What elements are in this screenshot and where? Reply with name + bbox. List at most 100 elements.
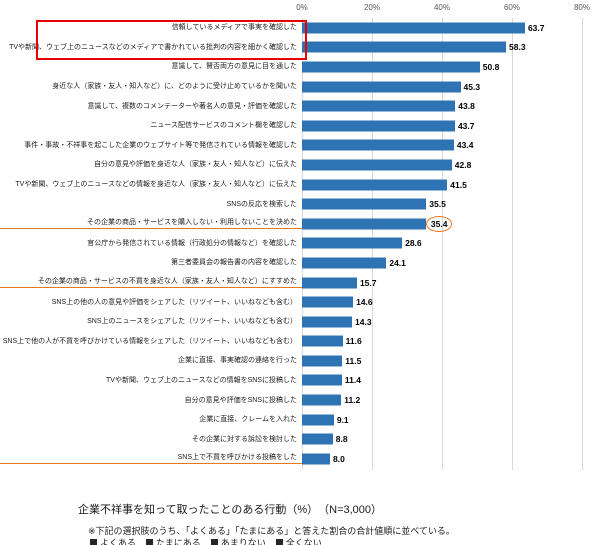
bar bbox=[302, 41, 507, 53]
bar-row: TVや新聞、ウェブ上のニュースなどの情報を身近な人（家族・友人・知人など）に伝え… bbox=[0, 175, 600, 195]
legend-item: たまにある bbox=[146, 536, 201, 545]
bar-area: 11.6 bbox=[302, 332, 594, 352]
bar bbox=[302, 61, 480, 73]
x-axis-tick: 60% bbox=[503, 3, 520, 12]
bar-value-label: 8.0 bbox=[333, 453, 345, 464]
bar-row: SNSの反応を検索した 35.5 bbox=[0, 194, 600, 214]
bar-row: その企業の商品・サービスの不買を身近な人（家族・友人・知人など）にすすめた 15.… bbox=[0, 273, 600, 293]
bar-label: 事件・事故・不祥事を起こした企業のウェブサイト等で発信されている情報を確認した bbox=[24, 141, 297, 149]
bar-label: SNS上で不買を呼びかける投稿をした bbox=[0, 453, 302, 465]
bar-area: 58.3 bbox=[302, 38, 594, 58]
bar-label: 意識して、賛否両方の意見に目を通した bbox=[171, 63, 297, 71]
bar-row: 自分の意見や評価をSNSに投稿した 11.2 bbox=[0, 390, 600, 410]
bar-area: 43.4 bbox=[302, 136, 594, 156]
bar-row: ニュース配信サービスのコメント欄を確認した 43.7 bbox=[0, 116, 600, 136]
bar-label: SNS上で他の人が不買を呼びかけている情報をシェアした（リツイート、いいねなども… bbox=[2, 337, 297, 345]
bar-label: 企業に直接、事実確認の連絡を行った bbox=[178, 357, 297, 365]
bar bbox=[302, 22, 525, 34]
bar bbox=[302, 316, 353, 328]
bar-area: 35.5 bbox=[302, 194, 594, 214]
bar-value-label: 42.8 bbox=[454, 159, 472, 170]
bar bbox=[302, 374, 342, 386]
bar bbox=[302, 100, 456, 112]
bar-area: 9.1 bbox=[302, 410, 594, 430]
bar-area: 28.6 bbox=[302, 234, 594, 254]
bar bbox=[302, 355, 343, 367]
bar-value-label: 58.3 bbox=[509, 42, 526, 53]
legend-label: 全くない bbox=[285, 538, 322, 545]
bar bbox=[302, 120, 455, 132]
x-axis-tick: 20% bbox=[363, 3, 380, 12]
legend-item: 全くない bbox=[275, 536, 322, 545]
bar-label: その企業の商品・サービスを購入しない・利用しないことを決めた bbox=[0, 218, 302, 230]
gridline bbox=[512, 18, 513, 470]
bar-value-label: 11.6 bbox=[345, 336, 362, 347]
bar-area: 14.3 bbox=[302, 312, 594, 332]
bar-value-label: 11.2 bbox=[344, 395, 361, 406]
legend-label: あまりない bbox=[220, 538, 266, 545]
bar-area: 63.7 bbox=[302, 18, 594, 38]
bar bbox=[302, 218, 426, 230]
bar-area: 43.8 bbox=[302, 96, 594, 116]
bar-area: 14.6 bbox=[302, 292, 594, 312]
bar bbox=[302, 277, 357, 289]
bar-row: SNS上で他の人が不買を呼びかけている情報をシェアした（リツイート、いいねなども… bbox=[0, 332, 600, 352]
legend-swatch bbox=[90, 539, 97, 545]
bar-label: その企業の商品・サービスの不買を身近な人（家族・友人・知人など）にすすめた bbox=[0, 277, 302, 289]
bar-row: 官公庁から発信されている情報（行政処分の情報など）を確認した 28.6 bbox=[0, 234, 600, 254]
bar-row: 意識して、賛否両方の意見に目を通した 50.8 bbox=[0, 57, 600, 77]
gridline bbox=[442, 18, 443, 470]
x-axis-tick: 40% bbox=[433, 3, 450, 12]
bar-area: 42.8 bbox=[302, 155, 594, 175]
bar-row: その企業の商品・サービスを購入しない・利用しないことを決めた 35.4 bbox=[0, 214, 600, 234]
chart-note: ※下記の選択肢のうち、「よくある」「たまにある」と答えた割合の合計値順に並べてい… bbox=[88, 526, 455, 536]
bar-value-label: 45.3 bbox=[463, 81, 481, 92]
bar-area: 50.8 bbox=[302, 57, 594, 77]
bar bbox=[302, 139, 454, 151]
bar-label: 企業に直接、クレームを入れた bbox=[199, 416, 297, 424]
red-box-annotation bbox=[36, 20, 307, 60]
bar-label: 自分の意見や評価を身近な人（家族・友人・知人など）に伝えた bbox=[94, 161, 297, 169]
bar-value-label: 24.1 bbox=[389, 257, 406, 268]
bar-label: 官公庁から発信されている情報（行政処分の情報など）を確認した bbox=[87, 239, 297, 247]
bar-value-label: 11.5 bbox=[345, 355, 362, 366]
legend-label: たまにある bbox=[156, 538, 201, 545]
bar-area: 11.2 bbox=[302, 390, 594, 410]
bar-value-label: 41.5 bbox=[450, 179, 467, 190]
bar bbox=[302, 296, 354, 308]
bar-area: 15.7 bbox=[302, 273, 594, 293]
bar-row: SNS上のニュースをシェアした（リツイート、いいねなども含む） 14.3 bbox=[0, 312, 600, 332]
bar-label: SNS上の他の人の意見や評価をシェアした（リツイート、いいねなども含む） bbox=[51, 298, 297, 306]
bar-row: SNS上の他の人の意見や評価をシェアした（リツイート、いいねなども含む） 14.6 bbox=[0, 292, 600, 312]
x-axis-tick: 80% bbox=[573, 3, 590, 12]
bar-value-label: 35.5 bbox=[429, 199, 446, 210]
bar-area: 35.4 bbox=[302, 214, 594, 234]
bar-value-label: 14.3 bbox=[355, 316, 372, 327]
bar-area: 8.0 bbox=[302, 449, 594, 469]
bar bbox=[302, 237, 403, 249]
bar bbox=[302, 335, 343, 347]
legend-swatch bbox=[210, 539, 218, 545]
bar-row: TVや新聞、ウェブ上のニュースなどの情報をSNSに投稿した 11.4 bbox=[0, 371, 600, 391]
bar-value-label: 50.8 bbox=[482, 61, 500, 72]
gridline bbox=[582, 18, 583, 470]
bar-area: 45.3 bbox=[302, 77, 594, 97]
bar bbox=[302, 159, 452, 171]
bar-label: SNS上のニュースをシェアした（リツイート、いいねなども含む） bbox=[87, 318, 297, 326]
bar-label: 身近な人（家族・友人・知人など）に、どのように受け止めているかを聞いた bbox=[52, 83, 297, 91]
legend-item: あまりない bbox=[210, 536, 266, 545]
bar-label: SNSの反応を検索した bbox=[226, 200, 297, 208]
legend-item: よくある bbox=[90, 536, 136, 545]
bar-rows: 信頼しているメディアで事実を確認した 63.7 TVや新聞、ウェブ上のニュースなどの… bbox=[0, 18, 600, 469]
bar-row: 意識して、複数のコメンテーターや著名人の意見・評価を確認した 43.8 bbox=[0, 96, 600, 116]
legend-label: よくある bbox=[100, 538, 137, 545]
bar-label: TVや新聞、ウェブ上のニュースなどの情報をSNSに投稿した bbox=[106, 376, 297, 384]
bar-row: 企業に直接、クレームを入れた 9.1 bbox=[0, 410, 600, 430]
bar bbox=[302, 81, 461, 93]
bar-value-label: 9.1 bbox=[336, 414, 349, 425]
chart-caption: 企業不祥事を知って取ったことのある行動（%） （N=3,000） bbox=[78, 504, 383, 516]
bar-value-label-circled-annotation: 35.4 bbox=[425, 215, 453, 232]
bar-row: 信頼しているメディアで事実を確認した 63.7 bbox=[0, 18, 600, 38]
bar-row: TVや新聞、ウェブ上のニュースなどのメディアで書かれている批判の内容を細かく確認… bbox=[0, 38, 600, 58]
